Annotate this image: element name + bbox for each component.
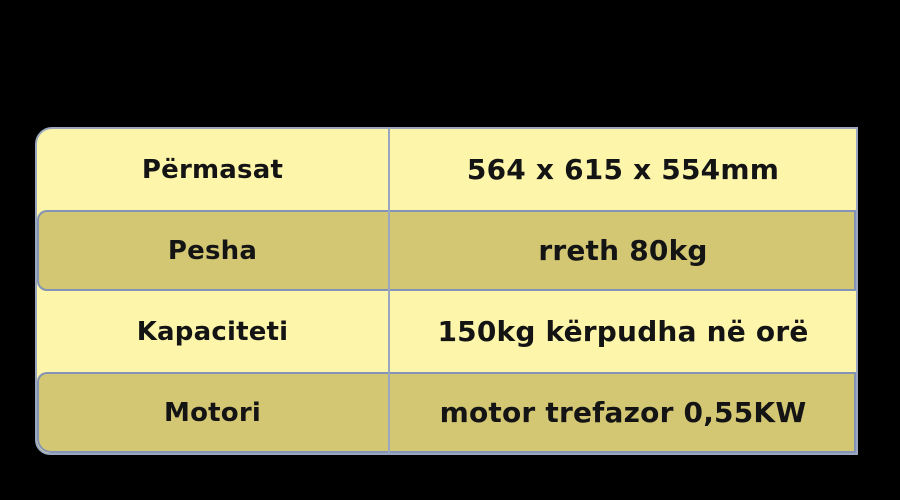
- spec-name: Kapaciteti: [136, 316, 289, 347]
- spec-value: 150kg kërpudha në orë: [437, 315, 809, 348]
- spec-value: 564 x 615 x 554mm: [466, 153, 780, 186]
- spec-value: motor trefazor 0,55KW: [439, 396, 807, 429]
- spec-name-cell: Motori: [37, 372, 390, 453]
- spec-value-cell: rreth 80kg: [390, 210, 856, 291]
- table-row: Pesha rreth 80kg: [37, 210, 856, 291]
- spec-name: Pesha: [167, 235, 258, 266]
- spec-name-cell: Pesha: [37, 210, 390, 291]
- spec-value: rreth 80kg: [538, 234, 708, 267]
- spec-table: Përmasat 564 x 615 x 554mm Pesha rreth 8…: [35, 127, 858, 455]
- spec-name-cell: Kapaciteti: [37, 291, 390, 372]
- table-row: Përmasat 564 x 615 x 554mm: [37, 129, 856, 210]
- spec-value-cell: 150kg kërpudha në orë: [390, 291, 856, 372]
- table-row: Kapaciteti 150kg kërpudha në orë: [37, 291, 856, 372]
- table-row: Motori motor trefazor 0,55KW: [37, 372, 856, 453]
- spec-value-cell: motor trefazor 0,55KW: [390, 372, 856, 453]
- spec-value-cell: 564 x 615 x 554mm: [390, 129, 856, 210]
- spec-name: Përmasat: [141, 154, 284, 185]
- spec-name-cell: Përmasat: [37, 129, 390, 210]
- spec-name: Motori: [164, 397, 261, 428]
